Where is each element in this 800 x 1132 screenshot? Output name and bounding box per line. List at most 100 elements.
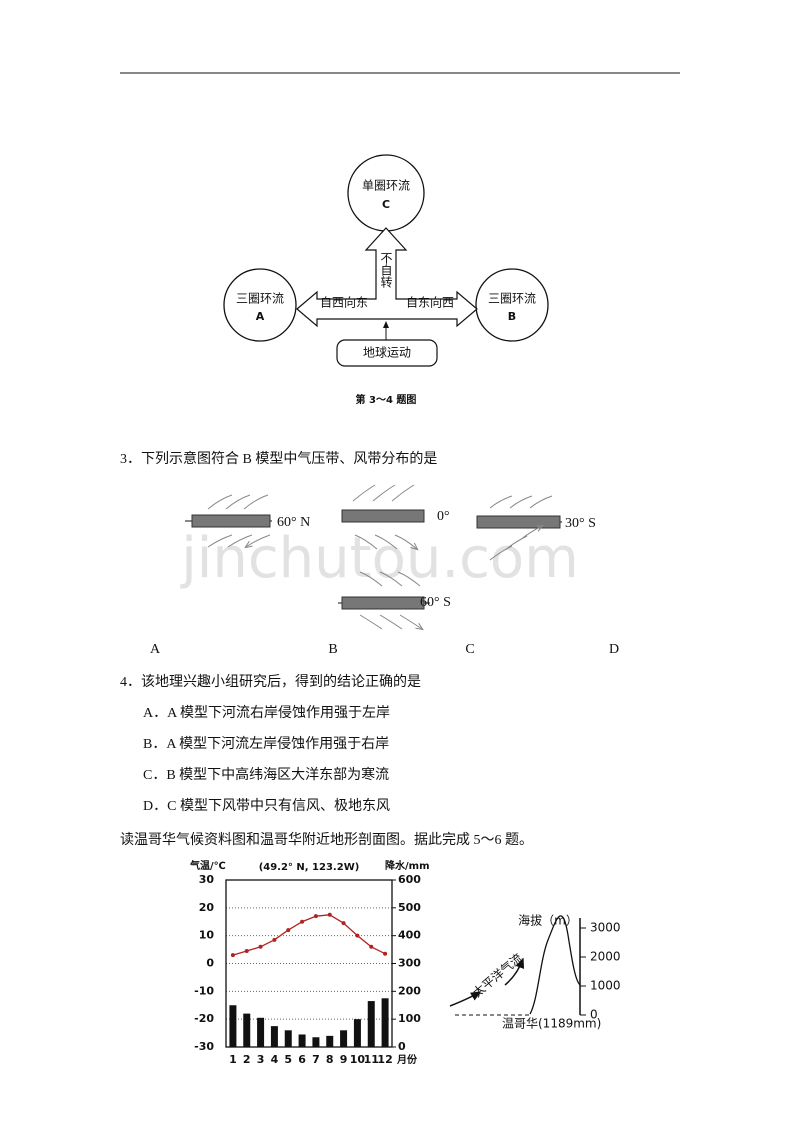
wind-diagrams <box>185 484 562 629</box>
terrain-line <box>529 915 581 1015</box>
pressure-belt <box>191 514 271 528</box>
option-label: C <box>465 642 474 657</box>
y-tick-label: 10 <box>199 929 215 942</box>
option: B．A 模型下河流左岸侵蚀作用强于右岸 <box>143 735 389 752</box>
pressure-belt <box>476 515 561 529</box>
node <box>347 154 425 232</box>
question-stem: 4．该地理兴趣小组研究后，得到的结论正确的是 <box>120 673 421 690</box>
temperature-point <box>355 933 360 938</box>
tick-label: 2000 <box>590 950 621 964</box>
passage: 读温哥华气候资料图和温哥华附近地形剖面图。据此完成 5～6 题。 <box>120 831 533 848</box>
y2-tick-label: 0 <box>398 1040 406 1053</box>
wind-arrows <box>359 571 422 629</box>
y-tick-label: 30 <box>199 873 215 886</box>
node-label: 单圈环流 <box>362 179 410 193</box>
node <box>223 268 297 342</box>
tick-label: 1000 <box>590 979 621 993</box>
tick-label: 3000 <box>590 921 621 935</box>
x-tick-label: 11 <box>364 1053 379 1066</box>
arrow-shape <box>296 227 478 328</box>
latitude-label: 60° N <box>277 515 310 530</box>
temperature-point <box>286 928 291 933</box>
climate-chart: 气温/℃ (49.2° N, 123.2W) 降水/mm月份-30-20-10010… <box>189 859 430 1066</box>
option: C．B 模型下中高纬海区大洋东部为寒流 <box>143 766 389 783</box>
node <box>475 268 549 342</box>
node-label: 三圈环流 <box>488 292 536 306</box>
x-tick-label: 2 <box>243 1053 251 1066</box>
y2-tick-label: 300 <box>398 957 421 970</box>
latitude-label: 0° <box>437 509 450 524</box>
x-tick-label: 8 <box>326 1053 334 1066</box>
wind-arrows <box>352 484 417 549</box>
plot-frame <box>225 879 393 1048</box>
bar <box>367 1001 375 1047</box>
x-tick-label: 12 <box>377 1053 392 1066</box>
temperature-point <box>327 912 332 917</box>
y-tick-label: -20 <box>194 1012 214 1025</box>
temperature-point <box>244 948 249 953</box>
axis-title: 气温/℃ <box>189 859 226 872</box>
option-label: A <box>150 642 161 657</box>
arrow-label: 自西向东 <box>320 295 368 310</box>
temperature-point <box>383 951 388 956</box>
pressure-belt <box>341 509 425 523</box>
bar <box>243 1013 251 1047</box>
y-tick-label: -10 <box>194 984 214 997</box>
node-label: 三圈环流 <box>236 292 284 306</box>
latitude-label: 30° S <box>565 516 596 531</box>
arrow-label: 不自转 <box>379 252 393 288</box>
caption: 第 3～4 题图 <box>356 393 417 406</box>
x-tick-label: 4 <box>271 1053 279 1066</box>
x-tick-label: 10 <box>350 1053 366 1066</box>
y-tick-label: 0 <box>206 957 214 970</box>
bar <box>257 1017 265 1047</box>
option: A．A 模型下河流右岸侵蚀作用强于左岸 <box>143 704 390 721</box>
chart-title: (49.2° N, 123.2W) <box>259 862 360 873</box>
y-tick-label: -30 <box>194 1040 214 1053</box>
wind-arrows <box>207 494 271 547</box>
node-code: A <box>256 310 265 323</box>
question-stem: 3．下列示意图符合 B 模型中气压带、风带分布的是 <box>120 450 437 467</box>
option: D．C 模型下风带中只有信风、极地东风 <box>143 798 390 814</box>
y-tick-label: 20 <box>199 901 215 914</box>
bar <box>381 998 389 1047</box>
city-label: 温哥华(1189mm) <box>502 1017 601 1031</box>
y2-tick-label: 100 <box>398 1012 421 1025</box>
node-code: C <box>382 198 390 211</box>
arrow-label: 自东向西 <box>406 295 454 310</box>
x-tick-label: 5 <box>284 1053 292 1066</box>
tick-label: 0 <box>590 1008 598 1022</box>
x-tick-label: 1 <box>229 1053 237 1066</box>
axis-title: 月份 <box>396 1053 418 1066</box>
x-tick-label: 3 <box>257 1053 265 1066</box>
watermark: jinchutou.com <box>179 526 579 591</box>
node-code: B <box>508 310 516 323</box>
axis-title: 降水/mm <box>385 859 430 872</box>
bar <box>312 1037 320 1047</box>
bar <box>270 1026 278 1047</box>
x-tick-label: 7 <box>312 1053 320 1066</box>
bar <box>229 1005 237 1047</box>
circulation-diagram: 单圈环流 C 三圈环流 A 三圈环流 B 自西向东 自东向西 不自转 地球运动 … <box>223 154 549 406</box>
pressure-belt <box>341 596 425 610</box>
y2-tick-label: 500 <box>398 901 421 914</box>
temperature-point <box>258 944 263 949</box>
wind-arrows <box>489 495 553 561</box>
airflow-label: 太平洋气流 <box>470 950 526 1000</box>
bar <box>298 1034 306 1047</box>
temperature-point <box>369 944 374 949</box>
bar <box>326 1035 334 1047</box>
x-tick-label: 9 <box>340 1053 348 1066</box>
temperature-point <box>341 921 346 926</box>
y2-tick-label: 600 <box>398 873 421 886</box>
option-label: D <box>609 642 619 657</box>
temperature-point <box>230 953 235 958</box>
y2-tick-label: 400 <box>398 929 421 942</box>
bar <box>284 1030 292 1047</box>
y2-tick-label: 200 <box>398 984 421 997</box>
node <box>336 339 438 367</box>
temperature-point <box>313 914 318 919</box>
node-label: 地球运动 <box>363 346 411 360</box>
bar <box>353 1019 361 1047</box>
